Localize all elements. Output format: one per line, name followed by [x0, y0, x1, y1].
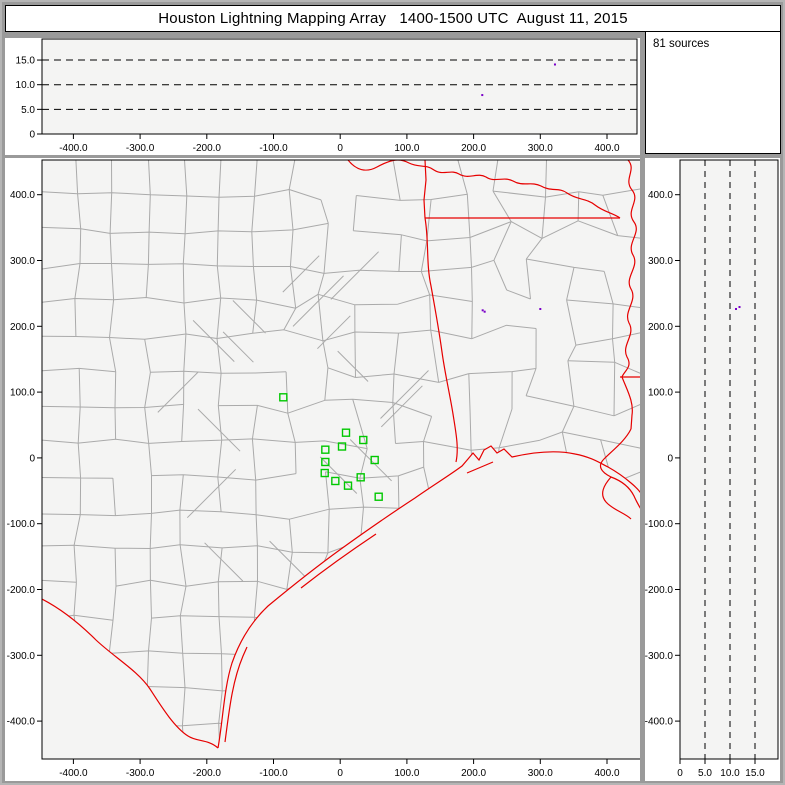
svg-text:-100.0: -100.0: [259, 143, 288, 154]
title-bar: Houston Lightning Mapping Array 1400-150…: [5, 5, 781, 32]
ew-altitude-panel: -400.0 -300.0 -200.0 -100.0 0 100.0 200.0 300.0…: [5, 38, 640, 155]
svg-text:-400.0: -400.0: [59, 143, 88, 154]
svg-text:-200.0: -200.0: [193, 143, 222, 154]
lma-station-marker: [343, 481, 353, 490]
svg-text:10.0: 10.0: [720, 768, 740, 779]
svg-text:0: 0: [29, 130, 35, 141]
svg-text:400.0: 400.0: [10, 190, 35, 201]
lma-station-marker: [356, 473, 365, 482]
svg-text:300.0: 300.0: [528, 768, 553, 779]
svg-text:-400.0: -400.0: [645, 717, 673, 728]
svg-text:0: 0: [29, 453, 35, 464]
svg-text:200.0: 200.0: [10, 322, 35, 333]
lma-station-marker: [279, 393, 288, 402]
svg-text:300.0: 300.0: [648, 256, 673, 267]
source-count-panel: 81 sources: [645, 31, 781, 154]
svg-text:-100.0: -100.0: [259, 768, 288, 779]
svg-text:-400.0: -400.0: [7, 717, 36, 728]
ew-altitude-plot[interactable]: -400.0 -300.0 -200.0 -100.0 0 100.0 200.0 300.0…: [5, 38, 640, 155]
svg-text:-100.0: -100.0: [645, 519, 673, 530]
lma-station-marker: [321, 457, 330, 467]
svg-text:15.0: 15.0: [16, 56, 36, 67]
svg-text:200.0: 200.0: [461, 143, 486, 154]
svg-text:0: 0: [667, 453, 673, 464]
svg-text:0: 0: [337, 143, 343, 154]
svg-text:400.0: 400.0: [648, 190, 673, 201]
svg-text:-300.0: -300.0: [7, 651, 36, 662]
svg-text:5.0: 5.0: [21, 105, 35, 116]
svg-text:-300.0: -300.0: [126, 768, 155, 779]
lma-station-marker: [370, 455, 379, 465]
svg-text:100.0: 100.0: [648, 388, 673, 399]
ns-altitude-plot[interactable]: 0 5.0 10.0 15.0 400.0 300.0 200.0 100.0 0 -100.0 -…: [645, 158, 780, 781]
plan-view-map-plot[interactable]: -400.0 -300.0 -200.0 -100.0 0 100.0 200.0 300.0…: [5, 158, 640, 781]
lma-station-marker: [331, 476, 340, 486]
svg-text:100.0: 100.0: [10, 388, 35, 399]
lma-station-marker: [321, 445, 330, 454]
lma-station-marker: [337, 442, 347, 451]
lma-station-marker: [359, 435, 368, 445]
svg-text:0: 0: [677, 768, 683, 779]
svg-text:100.0: 100.0: [394, 768, 419, 779]
svg-text:300.0: 300.0: [10, 256, 35, 267]
window-title: Houston Lightning Mapping Array 1400-150…: [158, 10, 628, 27]
svg-text:300.0: 300.0: [528, 143, 553, 154]
svg-text:-300.0: -300.0: [645, 651, 673, 662]
source-count-label: 81 sources: [653, 38, 710, 50]
svg-text:-400.0: -400.0: [59, 768, 88, 779]
ns-altitude-panel: 0 5.0 10.0 15.0 400.0 300.0 200.0 100.0 0 -100.0 -…: [645, 158, 780, 781]
svg-text:10.0: 10.0: [16, 80, 36, 91]
svg-text:5.0: 5.0: [698, 768, 712, 779]
svg-text:-200.0: -200.0: [193, 768, 222, 779]
svg-text:-200.0: -200.0: [645, 585, 673, 596]
svg-text:400.0: 400.0: [594, 143, 619, 154]
lma-station-marker: [341, 428, 351, 437]
svg-text:100.0: 100.0: [394, 143, 419, 154]
lma-station-marker: [320, 468, 329, 478]
svg-text:-300.0: -300.0: [126, 143, 155, 154]
svg-text:400.0: 400.0: [594, 768, 619, 779]
svg-text:15.0: 15.0: [745, 768, 765, 779]
svg-text:200.0: 200.0: [461, 768, 486, 779]
map-panel: -400.0 -300.0 -200.0 -100.0 0 100.0 200.0 300.0…: [5, 158, 640, 781]
svg-text:-100.0: -100.0: [7, 519, 36, 530]
lma-station-marker: [374, 492, 383, 501]
svg-text:0: 0: [337, 768, 343, 779]
svg-text:200.0: 200.0: [648, 322, 673, 333]
svg-text:-200.0: -200.0: [7, 585, 36, 596]
